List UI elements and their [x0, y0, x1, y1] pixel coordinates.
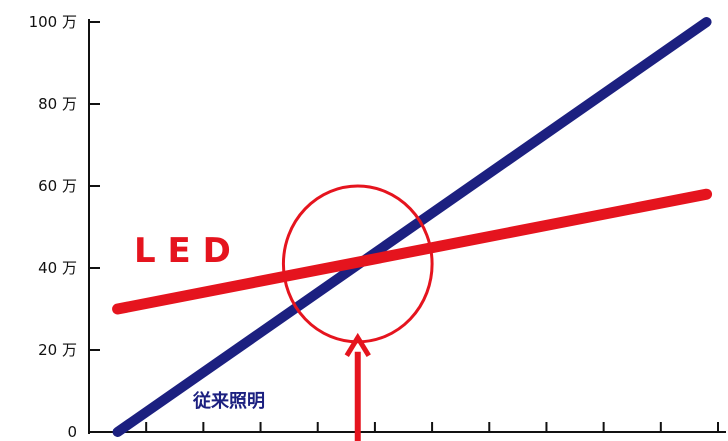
series-layer: [112, 17, 713, 437]
series-label-led: L E D: [134, 231, 231, 271]
series-line-led: [112, 188, 713, 315]
y-tick-label: 100 万: [29, 13, 77, 31]
series-label-conventional: 従来照明: [192, 390, 265, 412]
label-layer: 0 20 万 40 万 60 万 80 万 100 万 L E D 従来照明: [29, 13, 265, 441]
y-tick-label: 0: [67, 423, 77, 441]
annotation-layer: [281, 184, 434, 441]
y-tick-label: 60 万: [38, 177, 77, 195]
y-tick-label: 40 万: [38, 259, 77, 277]
axes-layer: [88, 19, 726, 434]
arrow-head: [344, 332, 371, 358]
y-tick-label: 80 万: [38, 95, 77, 113]
y-tick-label: 20 万: [38, 341, 77, 359]
series-line-conventional: [112, 17, 712, 437]
